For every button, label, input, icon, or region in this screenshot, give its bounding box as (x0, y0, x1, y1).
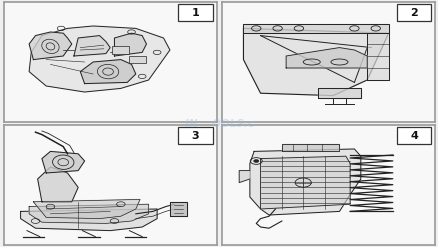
Polygon shape (366, 33, 388, 80)
Polygon shape (239, 171, 249, 183)
Circle shape (253, 160, 258, 163)
Text: 1: 1 (191, 8, 199, 18)
Polygon shape (42, 151, 85, 173)
FancyBboxPatch shape (396, 127, 430, 144)
Polygon shape (260, 156, 350, 209)
Polygon shape (80, 60, 135, 83)
Polygon shape (243, 23, 388, 33)
Polygon shape (21, 209, 157, 231)
Polygon shape (281, 144, 339, 151)
Polygon shape (38, 167, 78, 202)
Polygon shape (74, 36, 110, 56)
Polygon shape (29, 204, 148, 224)
Polygon shape (29, 32, 72, 60)
Polygon shape (29, 26, 170, 92)
Text: 2: 2 (410, 8, 417, 18)
FancyBboxPatch shape (396, 4, 430, 21)
Polygon shape (318, 88, 360, 98)
Polygon shape (249, 149, 360, 215)
Polygon shape (170, 202, 187, 216)
FancyBboxPatch shape (178, 4, 212, 21)
Polygon shape (243, 28, 388, 96)
Polygon shape (114, 33, 146, 56)
FancyBboxPatch shape (178, 127, 212, 144)
Text: IN    OOLS.c: IN OOLS.c (184, 119, 254, 128)
Polygon shape (286, 48, 366, 68)
Polygon shape (33, 199, 140, 219)
Text: 4: 4 (409, 131, 417, 141)
Bar (112, 46, 129, 54)
Text: 3: 3 (191, 131, 199, 141)
Bar (129, 56, 146, 63)
